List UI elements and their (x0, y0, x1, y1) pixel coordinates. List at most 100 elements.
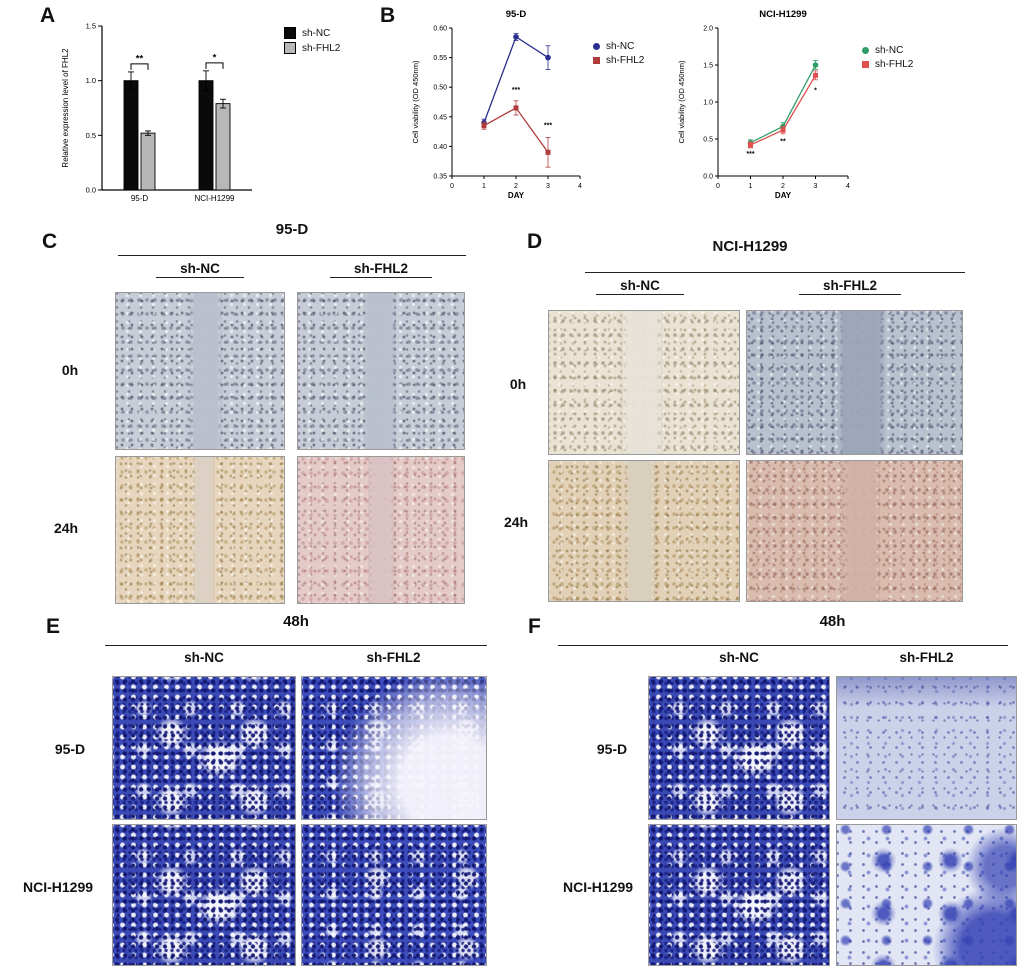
svg-text:Cell viability (OD 450nm): Cell viability (OD 450nm) (677, 60, 686, 143)
panel-d-row-24h: 24h (503, 514, 529, 530)
legend-label: sh-FHL2 (875, 59, 914, 70)
svg-text:0.0: 0.0 (703, 174, 713, 181)
svg-text:3: 3 (546, 183, 550, 190)
panel-c-col-sh-nc: sh-NC (115, 261, 285, 278)
svg-text:1.5: 1.5 (703, 63, 713, 70)
panel-c-row-0h: 0h (61, 362, 79, 378)
legend-label: sh-NC (302, 27, 331, 39)
panel-e-rule (105, 645, 487, 646)
wound-gap (364, 293, 396, 449)
micrograph-h1299-24h-sh-nc (548, 460, 740, 602)
micrograph-95d-24h-sh-fhl2 (297, 456, 465, 604)
panel-c-col-sh-fhl2: sh-FHL2 (297, 261, 465, 278)
svg-text:1.5: 1.5 (86, 22, 96, 31)
legend-item: sh-FHL2 (284, 42, 340, 54)
svg-text:0.50: 0.50 (433, 85, 447, 92)
panel-c-rule (118, 255, 466, 256)
micrograph-95d-0h-sh-fhl2 (297, 292, 465, 450)
svg-text:***: *** (512, 87, 520, 94)
migration-95d-sh-nc (112, 676, 296, 820)
legend-label: sh-NC (875, 45, 904, 56)
wound-gap (837, 311, 885, 454)
svg-text:***: *** (544, 122, 552, 129)
migration-95d-sh-fhl2 (301, 676, 487, 820)
svg-text:DAY: DAY (508, 191, 525, 200)
wound-gap (621, 311, 663, 454)
panel-d-rule (585, 272, 965, 273)
invasion-h1299-sh-nc (648, 824, 830, 966)
micrograph-h1299-0h-sh-nc (548, 310, 740, 455)
svg-text:95-D: 95-D (131, 194, 149, 203)
legend-item: sh-NC (593, 41, 644, 52)
panel-f-label: F (528, 615, 541, 638)
panel-f-row-95d: 95-D (596, 741, 628, 757)
expression-bar-chart: 0.0 0.5 1.0 1.5 Relative expression level of… (61, 22, 252, 203)
svg-text:2: 2 (514, 183, 518, 190)
svg-text:NCI-H1299: NCI-H1299 (194, 194, 235, 203)
migration-h1299-sh-nc (112, 824, 296, 966)
svg-text:NCI-H1299: NCI-H1299 (759, 9, 807, 20)
panel-f-col-sh-nc: sh-NC (719, 650, 759, 665)
svg-text:Cell viability (OD 450nm): Cell viability (OD 450nm) (411, 60, 420, 143)
svg-text:**: ** (136, 53, 144, 64)
migration-h1299-sh-fhl2 (301, 824, 487, 966)
svg-text:1: 1 (749, 183, 753, 190)
wound-gap (367, 457, 395, 603)
panel-e-title: 48h (283, 613, 309, 630)
panel-c-row-24h: 24h (53, 520, 79, 536)
svg-text:0.40: 0.40 (433, 144, 447, 151)
legend-label: sh-FHL2 (302, 42, 341, 54)
panel-e-row-h1299: NCI-H1299 (22, 879, 94, 895)
viability-95d-legend: sh-NC sh-FHL2 (593, 38, 644, 69)
invasion-h1299-sh-fhl2 (836, 824, 1017, 966)
svg-text:0: 0 (450, 183, 454, 190)
legend-label: sh-FHL2 (606, 55, 645, 66)
legend-swatch (284, 27, 296, 39)
svg-text:1.0: 1.0 (86, 76, 96, 85)
svg-text:0.5: 0.5 (86, 131, 96, 140)
micrograph-95d-24h-sh-nc (115, 456, 285, 604)
svg-text:0.35: 0.35 (433, 174, 447, 181)
legend-label: sh-NC (606, 41, 635, 52)
legend-item: sh-FHL2 (862, 59, 913, 70)
svg-text:0.60: 0.60 (433, 26, 447, 33)
panel-e-row-95d: 95-D (54, 741, 86, 757)
legend-swatch (284, 42, 296, 54)
legend-item: sh-NC (862, 45, 913, 56)
panel-d-title: NCI-H1299 (712, 238, 788, 255)
svg-text:0.55: 0.55 (433, 55, 447, 62)
panel-f-col-sh-fhl2: sh-FHL2 (899, 650, 954, 665)
svg-text:0: 0 (716, 183, 720, 190)
svg-text:Relative expression level of F: Relative expression level of FHL2 (61, 48, 70, 168)
svg-text:4: 4 (578, 183, 582, 190)
svg-text:95-D: 95-D (506, 9, 527, 20)
panel-d-col-sh-fhl2: sh-FHL2 (770, 278, 930, 295)
wound-gap (841, 461, 881, 601)
viability-chart-h1299: NCI-H1299 0.0 0.5 1.0 1.5 2.0 0 1 2 3 4 DAY Cell via… (677, 9, 850, 200)
panel-a-label: A (40, 4, 56, 27)
legend-swatch (862, 47, 869, 54)
invasion-95d-sh-nc (648, 676, 830, 820)
micrograph-95d-0h-sh-nc (115, 292, 285, 450)
wound-gap (189, 293, 222, 449)
expression-legend: sh-NC sh-FHL2 (284, 24, 340, 57)
legend-item: sh-NC (284, 27, 340, 39)
wound-gap (625, 461, 656, 601)
panel-c-title: 95-D (275, 221, 309, 238)
wound-gap (193, 457, 216, 603)
legend-item: sh-FHL2 (593, 55, 644, 66)
panel-f-row-h1299: NCI-H1299 (562, 879, 634, 895)
svg-text:0.0: 0.0 (86, 186, 96, 195)
svg-text:0.45: 0.45 (433, 114, 447, 121)
legend-swatch (593, 43, 600, 50)
svg-text:4: 4 (846, 183, 850, 190)
panel-e-label: E (46, 615, 61, 638)
svg-text:**: ** (780, 138, 786, 145)
panel-d-label: D (527, 230, 543, 253)
viability-chart-95d: 95-D 0.35 0.40 0.45 0.50 0.55 0.60 0 1 2 3 4 DAY Cell… (411, 9, 582, 200)
micrograph-h1299-24h-sh-fhl2 (746, 460, 963, 602)
panel-f-rule (558, 645, 1008, 646)
svg-text:3: 3 (814, 183, 818, 190)
micrograph-h1299-0h-sh-fhl2 (746, 310, 963, 455)
